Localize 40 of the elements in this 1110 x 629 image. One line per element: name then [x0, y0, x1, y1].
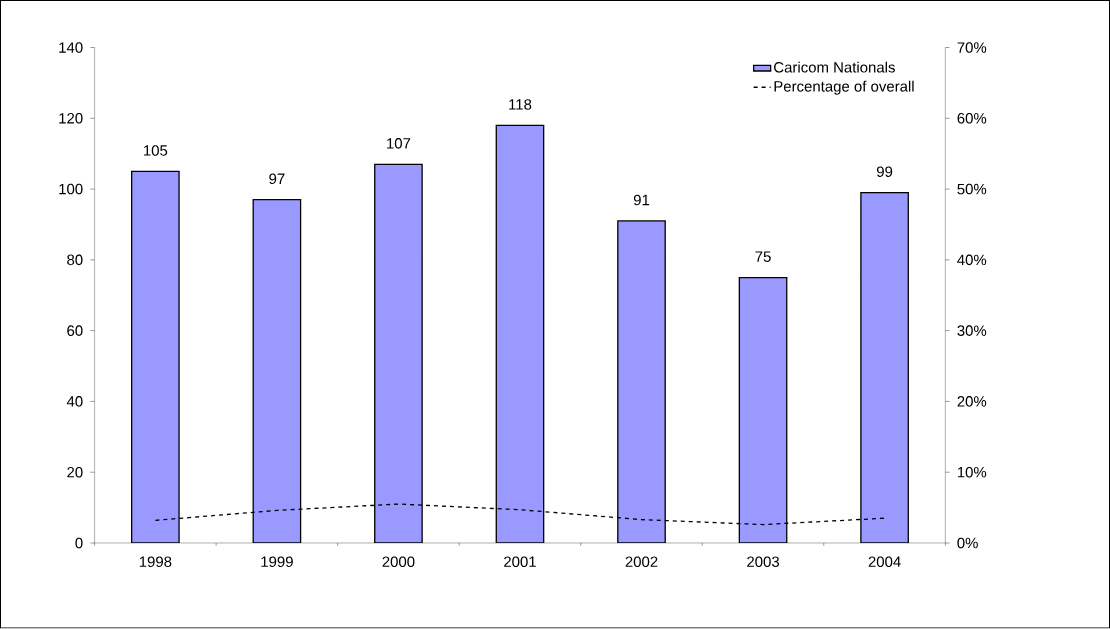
y2-tick-label: 10%	[957, 467, 987, 478]
bar	[617, 220, 666, 544]
legend-label: Percentage of overall	[774, 80, 914, 95]
x-tick-label: 1998	[139, 556, 172, 568]
data-label: 107	[387, 138, 411, 149]
y2-tick-label: 30%	[957, 325, 987, 337]
y2-tick-label: 50%	[957, 184, 987, 195]
x-tick-label: 2004	[868, 556, 901, 568]
data-label: 75	[755, 251, 771, 263]
y2-tick-label: 40%	[957, 254, 987, 266]
bar	[738, 277, 788, 544]
y-tick-label: 100	[59, 184, 83, 195]
y2-tick-label: 60%	[957, 113, 987, 124]
x-tick-label: 2003	[747, 556, 780, 568]
y-tick-label: 80	[67, 254, 83, 266]
data-label: 118	[509, 99, 532, 110]
y-tick-label: 20	[67, 467, 83, 478]
y-tick-label: 60	[67, 325, 83, 337]
y-tick-label: 140	[59, 42, 83, 54]
data-label: 99	[876, 166, 893, 178]
legend-label: Caricom Nationals	[774, 61, 895, 73]
x-tick-label: 2000	[382, 556, 415, 568]
y2-tick-label: 70%	[957, 42, 987, 54]
bar	[131, 170, 180, 544]
y2-tick-label: 20%	[957, 396, 987, 407]
x-tick-label: 1999	[261, 556, 293, 568]
data-label: 91	[633, 194, 650, 206]
bar	[860, 192, 909, 544]
y-tick-label: 0	[75, 537, 83, 549]
data-label: 97	[269, 173, 285, 185]
y-tick-label: 40	[66, 396, 83, 407]
line-series	[154, 503, 886, 526]
y2-tick-label: 0%	[957, 537, 978, 549]
x-tick-label: 2002	[625, 556, 658, 568]
x-tick-label: 2001	[504, 556, 536, 568]
bar	[374, 163, 423, 544]
bar	[252, 199, 302, 544]
bar	[495, 124, 545, 544]
y-tick-label: 120	[59, 113, 83, 124]
data-label: 105	[144, 145, 168, 156]
